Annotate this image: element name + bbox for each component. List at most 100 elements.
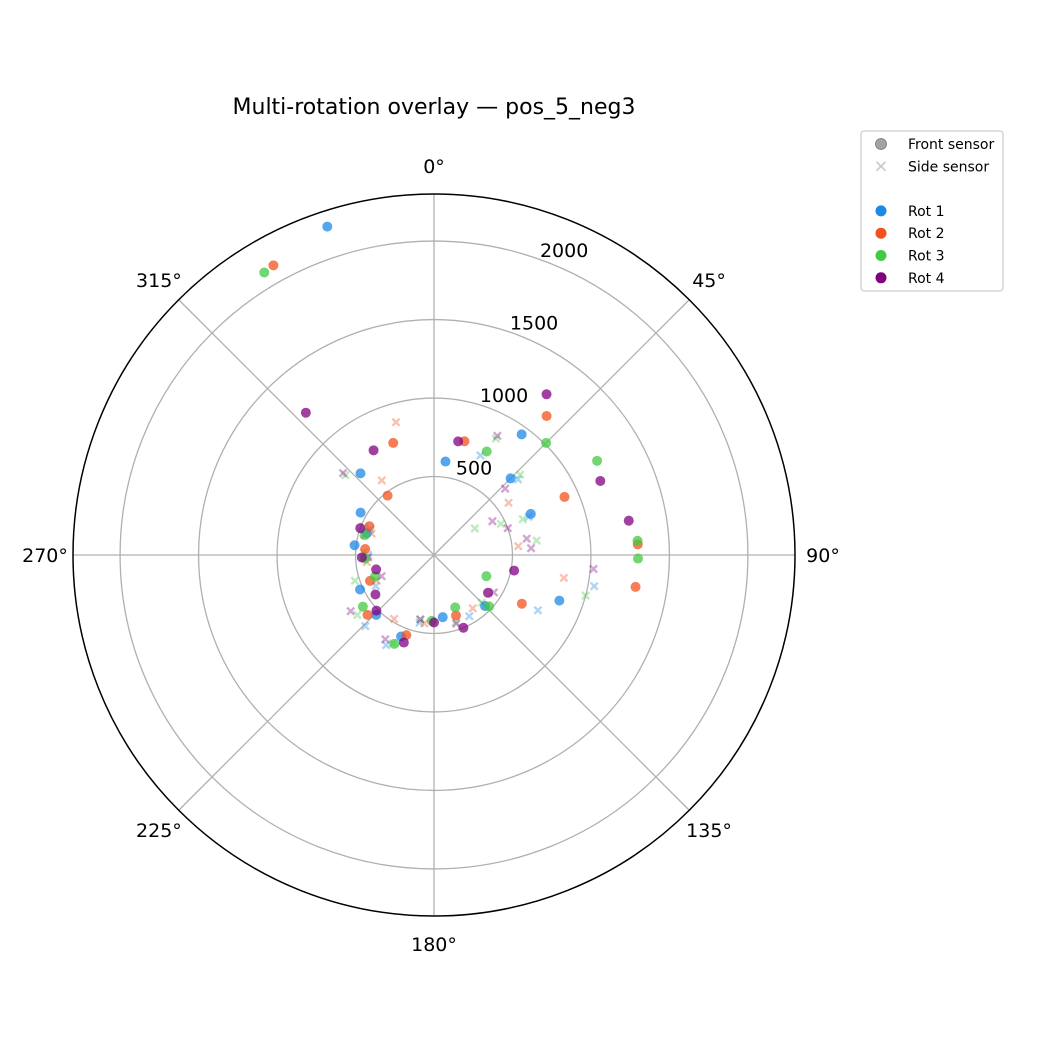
side-point-rot1-8 <box>360 621 370 631</box>
front-point-rot4-4 <box>623 515 634 526</box>
side-point-rot4-9 <box>415 615 425 624</box>
polar-frame <box>72 193 796 917</box>
front-point-rot2-14 <box>388 437 399 448</box>
front-point-rot4-10 <box>371 605 382 616</box>
front-point-rot1-13 <box>355 507 366 518</box>
chart-title: Multi-rotation overlay — pos_5_neg3 <box>233 95 636 120</box>
legend-marker-rot-4 <box>875 272 887 284</box>
legend-label-rot-4: Rot 4 <box>908 271 945 287</box>
legend-label-rot-2: Rot 2 <box>908 226 945 242</box>
side-point-rot3-3 <box>496 519 506 529</box>
theta-tick-label-225: 225° <box>136 820 182 842</box>
side-point-rot4-10 <box>380 634 390 644</box>
front-point-rot3-5 <box>633 553 644 564</box>
front-point-rot1-3 <box>505 473 516 484</box>
legend-marker-rot-1 <box>875 205 887 217</box>
legend-box <box>860 130 1004 292</box>
front-point-rot4-1 <box>453 436 464 447</box>
r-tick-label-500: 500 <box>456 457 492 479</box>
side-point-rot1-5 <box>464 611 474 621</box>
front-point-rot4-0 <box>300 407 311 418</box>
side-point-rot4-11 <box>346 606 356 616</box>
theta-grid-line-315 <box>178 299 435 556</box>
front-point-rot2-12 <box>364 521 375 532</box>
front-point-rot1-11 <box>349 540 360 551</box>
legend-label-rot-3: Rot 3 <box>908 249 945 265</box>
front-point-rot2-5 <box>630 581 641 592</box>
side-point-rot2-0 <box>504 498 514 508</box>
r-tick-label-1000: 1000 <box>480 385 528 407</box>
side-point-rot3-0 <box>491 434 501 444</box>
legend-label-side-sensor: Side sensor <box>908 159 989 175</box>
side-point-rot1-7 <box>381 640 391 650</box>
theta-tick-label-0: 0° <box>423 156 445 178</box>
front-point-rot2-7 <box>451 610 462 621</box>
side-point-rot4-1 <box>500 484 510 494</box>
legend-marker-side-sensor <box>875 161 887 172</box>
front-point-rot1-14 <box>355 468 366 479</box>
side-point-rot2-2 <box>559 573 569 583</box>
front-point-rot2-13 <box>382 490 393 501</box>
legend-marker-front-sensor <box>875 138 887 150</box>
side-point-rot3-9 <box>415 615 425 624</box>
side-point-rot3-12 <box>350 576 360 586</box>
theta-tick-label-90: 90° <box>806 545 840 567</box>
front-point-rot4-11 <box>370 589 381 600</box>
r-tick-labels: 500 1000 1500 2000 <box>456 240 588 480</box>
side-point-rot4-15 <box>338 468 348 478</box>
front-point-rot2-9 <box>362 609 373 620</box>
front-point-rot4-13 <box>356 552 367 563</box>
side-point-rot3-1 <box>515 470 525 480</box>
legend-label-front-sensor: Front sensor <box>908 137 995 153</box>
front-point-rot3-7 <box>484 601 495 612</box>
theta-tick-label-315: 315° <box>136 270 182 292</box>
front-point-rot3-3 <box>592 455 603 466</box>
front-point-rot3-4 <box>632 535 643 546</box>
front-point-rot2-6 <box>516 598 527 609</box>
front-point-rot4-9 <box>398 637 409 648</box>
side-point-rot3-11 <box>352 610 362 620</box>
side-point-rot3-4 <box>518 514 528 524</box>
front-point-rot4-3 <box>595 475 606 486</box>
theta-grid-line-225 <box>178 554 435 811</box>
side-point-rot2-9 <box>377 475 387 485</box>
side-point-rot2-1 <box>513 541 523 551</box>
front-point-rot3-1 <box>481 446 492 457</box>
legend-marker-rot-3 <box>875 250 887 261</box>
side-point-rot4-6 <box>589 564 598 574</box>
front-point-rot3-11 <box>357 601 368 612</box>
legend-label-rot-1: Rot 1 <box>908 204 945 220</box>
side-point-rot1-4 <box>533 605 543 615</box>
side-point-rot3-15 <box>340 470 350 480</box>
front-point-rot2-0 <box>268 260 279 271</box>
side-point-rot3-5 <box>532 536 542 546</box>
theta-tick-label-270: 270° <box>22 545 68 567</box>
front-point-rot4-15 <box>368 445 379 456</box>
theta-grid-line-45 <box>433 299 690 556</box>
front-point-rot1-2 <box>516 429 527 440</box>
side-point-rot4-2 <box>488 516 497 526</box>
front-point-rot4-14 <box>355 523 366 534</box>
front-point-rot4-12 <box>371 564 382 575</box>
front-point-rot4-5 <box>509 565 520 576</box>
side-point-rot2-5 <box>389 614 399 624</box>
side-point-rot2-10 <box>391 417 401 427</box>
side-point-rot1-3 <box>589 581 599 591</box>
front-point-rot4-6 <box>482 587 493 598</box>
legend-marker-rot-2 <box>875 227 887 239</box>
front-point-rot3-0 <box>259 267 270 278</box>
front-point-rot2-3 <box>559 491 570 502</box>
side-point-rot4-3 <box>503 523 513 533</box>
side-point-rot3-6 <box>581 591 591 601</box>
side-point-rot2-3 <box>468 603 478 613</box>
side-point-rot4-0 <box>492 431 502 441</box>
theta-tick-label-45: 45° <box>692 270 726 292</box>
r-tick-label-2000: 2000 <box>540 240 588 262</box>
theta-tick-labels: 0° 45° 90° 135° 180° 225° 270° 315° <box>22 156 840 956</box>
front-point-rot4-2 <box>541 389 552 400</box>
front-point-rot1-0 <box>322 221 333 232</box>
front-point-rot3-6 <box>481 571 492 582</box>
front-point-rot3-8 <box>450 602 461 613</box>
